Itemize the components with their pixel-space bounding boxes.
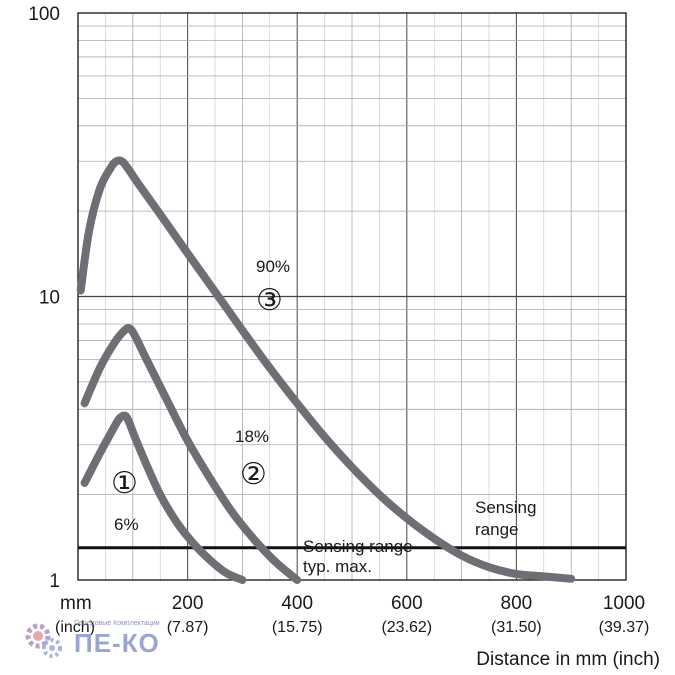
series-line-3 — [76, 156, 576, 583]
x-tick-label: 200 — [172, 593, 204, 614]
series-label-1-percent: 6% — [114, 515, 139, 534]
series-label-2-percent: 18% — [235, 427, 269, 446]
x-tick-sublabel: (15.75) — [272, 619, 323, 636]
right-label-line2: range — [475, 520, 518, 539]
x-tick-label: 1000 — [603, 593, 645, 614]
y-tick-label: 100 — [28, 4, 60, 25]
x-tick-sublabel: (39.37) — [599, 619, 650, 636]
x-tick-sublabel: (31.50) — [491, 619, 542, 636]
series-line-2 — [80, 324, 302, 584]
x-tick-sublabel: (7.87) — [167, 619, 209, 636]
series-marker-3: ③ — [256, 283, 283, 318]
x-tick-label: 600 — [391, 593, 423, 614]
series-marker-2: ② — [240, 457, 267, 492]
series-line-1 — [80, 411, 247, 584]
plot-frame — [77, 12, 627, 581]
watermark-brand-text: ПЕ-КО — [74, 628, 160, 658]
x-tick-label: 800 — [501, 593, 533, 614]
series-label-3-percent: 90% — [256, 257, 290, 276]
reference-label-line2: typ. max. — [303, 557, 372, 576]
x-sub-unit-label: (inch) — [55, 619, 95, 636]
y-tick-labels: 1 10 100 — [28, 4, 60, 592]
series-group — [76, 156, 576, 584]
y-tick-label: 1 — [49, 571, 60, 592]
x-tick-labels: 200 (7.87) 400 (15.75) 600 (23.62) 800 (31.50) 1… — [167, 593, 650, 636]
x-axis-label: Distance in mm (inch) — [476, 649, 660, 670]
series-marker-1: ① — [111, 466, 138, 501]
y-tick-label: 10 — [39, 288, 60, 309]
x-unit-label: mm — [60, 593, 92, 614]
right-label-line1: Sensing — [475, 498, 536, 517]
reference-label-line1: Sensing range — [303, 537, 413, 556]
x-tick-sublabel: (23.62) — [381, 619, 432, 636]
watermark-small-text: Передовые Комплектации — [74, 620, 160, 627]
gear-icon — [25, 623, 62, 658]
grid — [77, 12, 627, 581]
watermark-logo: Передовые Комплектации ПЕ-КО — [20, 620, 180, 664]
x-tick-label: 400 — [281, 593, 313, 614]
